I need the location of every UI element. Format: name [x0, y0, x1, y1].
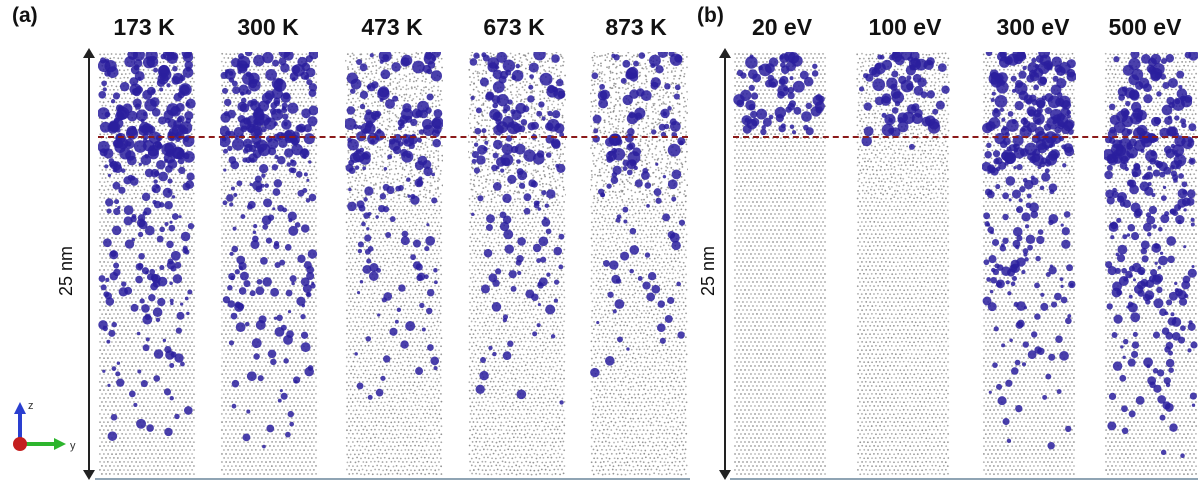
axes-triad-icon: z y	[10, 400, 80, 460]
column-title-b-0: 20 eV	[727, 14, 837, 41]
column-title-a-0: 173 K	[89, 14, 199, 41]
scale-label-b: 25 nm	[698, 241, 719, 300]
simulation-column-a-3	[468, 52, 566, 478]
panel-b-label: (b)	[697, 4, 724, 28]
axis-y-label: y	[70, 440, 76, 452]
column-title-b-3: 500 eV	[1090, 14, 1200, 41]
panel-a-label: (a)	[12, 4, 38, 28]
simulation-column-a-0	[98, 52, 196, 478]
simulation-column-b-0	[733, 52, 827, 478]
column-title-a-3: 673 K	[459, 14, 569, 41]
simulation-column-a-1	[220, 52, 318, 478]
column-title-a-2: 473 K	[337, 14, 447, 41]
scale-bar-b	[719, 48, 731, 480]
scale-label-a: 25 nm	[56, 241, 77, 300]
simulation-column-b-1	[856, 52, 950, 478]
simulation-column-a-2	[345, 52, 443, 478]
reference-line-b	[733, 136, 1198, 138]
simulation-column-a-4	[590, 52, 688, 478]
simulation-column-b-2	[982, 52, 1076, 478]
baseline-b	[730, 478, 1198, 480]
column-title-a-4: 873 K	[581, 14, 691, 41]
column-title-a-1: 300 K	[213, 14, 323, 41]
axis-z-label: z	[28, 400, 34, 412]
baseline-a	[95, 478, 690, 480]
column-title-b-1: 100 eV	[850, 14, 960, 41]
simulation-column-b-3	[1104, 52, 1198, 478]
scale-bar-a	[83, 48, 95, 480]
column-title-b-2: 300 eV	[978, 14, 1088, 41]
reference-line-a	[98, 136, 688, 138]
